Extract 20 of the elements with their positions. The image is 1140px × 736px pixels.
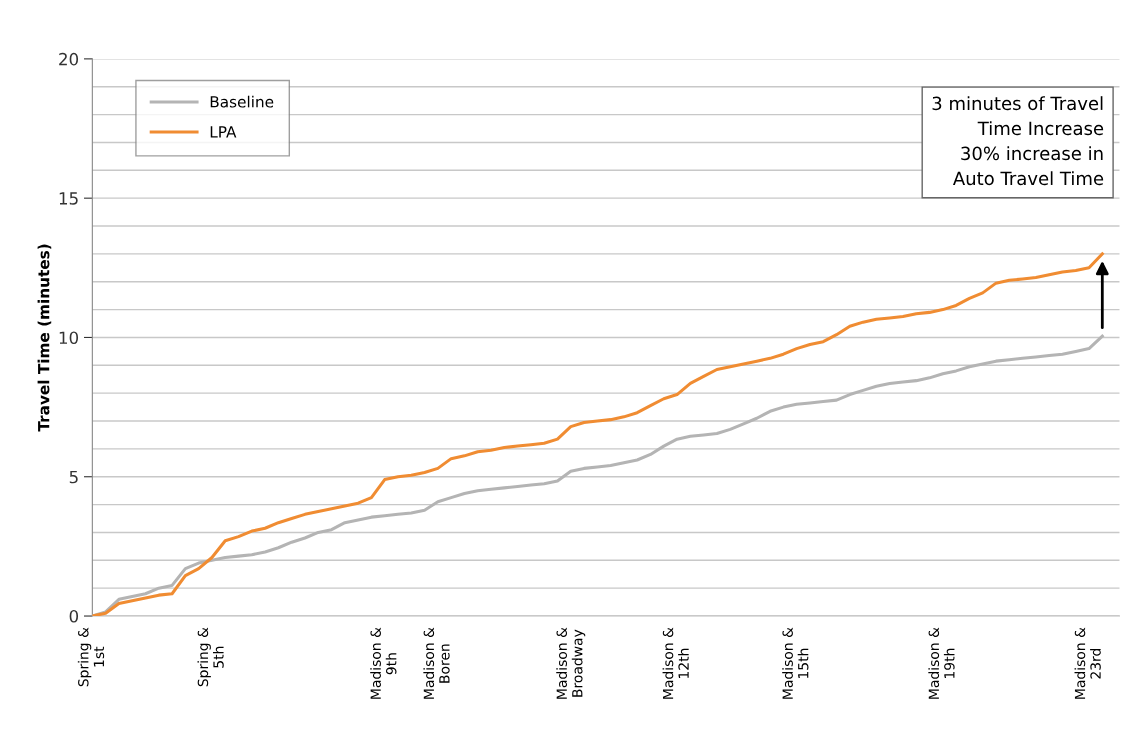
line-series bbox=[92, 252, 1104, 617]
x-tick-label: Spring & 5th bbox=[197, 627, 224, 687]
annotation: 3 minutes of Travel Time Increase 30% increase in Auto Travel Time bbox=[932, 96, 1104, 186]
y-tick-label: 20 bbox=[59, 52, 79, 66]
x-tick-label: Madison & 9th bbox=[370, 627, 397, 699]
y-tick-label: 10 bbox=[59, 331, 79, 345]
x-tick-label: Madison & Broadway bbox=[556, 627, 586, 699]
x-tick-label: Madison & 12th bbox=[662, 627, 689, 699]
x-tick-label: Madison & Boren bbox=[423, 627, 450, 699]
line-series bbox=[92, 334, 1104, 617]
x-tick-label: Madison & 15th bbox=[782, 627, 809, 699]
legend-label: Baseline bbox=[210, 95, 274, 108]
y-axis-title: Travel Time (minutes) bbox=[37, 244, 52, 432]
y-tick-label: 5 bbox=[69, 470, 78, 484]
y-tick-label: 15 bbox=[59, 192, 78, 205]
legend-label: LPA bbox=[210, 126, 237, 138]
y-tick-label: 0 bbox=[69, 609, 79, 623]
x-tick-label: Madison & 19th bbox=[928, 627, 955, 699]
x-tick-label: Madison & 23rd bbox=[1074, 627, 1101, 699]
x-tick-label: Spring & 1st bbox=[77, 627, 105, 687]
